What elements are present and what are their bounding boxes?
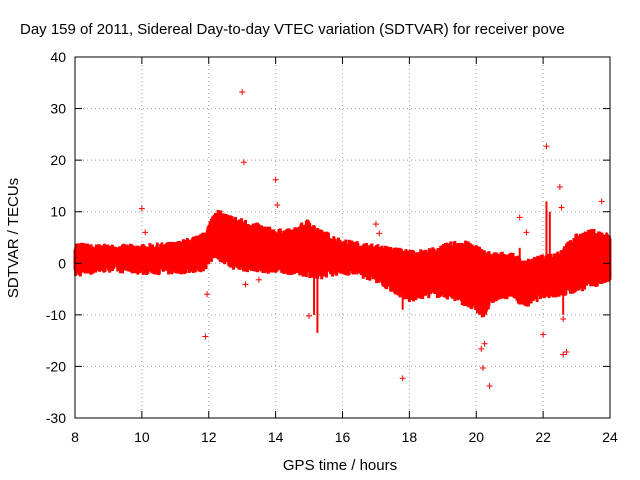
grid: [75, 57, 610, 418]
data-point: [556, 183, 563, 190]
data-point: [138, 205, 145, 212]
y-tick-label: 10: [50, 204, 66, 220]
x-tick-label: 18: [402, 429, 418, 445]
data-point: [543, 143, 550, 150]
data-point: [560, 315, 567, 322]
x-tick-label: 22: [535, 429, 551, 445]
data-point: [558, 204, 565, 211]
x-tick-label: 20: [468, 429, 484, 445]
x-axis-label: GPS time / hours: [283, 457, 397, 474]
data-point: [255, 276, 262, 283]
data-point: [478, 345, 485, 352]
data-point: [202, 333, 209, 340]
data-band: [73, 210, 612, 318]
x-tick-label: 10: [134, 429, 150, 445]
data-point: [142, 229, 149, 236]
data-point: [376, 230, 383, 237]
data-point: [540, 331, 547, 338]
data-point: [239, 89, 246, 96]
x-tick-label: 8: [71, 429, 79, 445]
data-point: [516, 214, 523, 221]
data-point: [560, 351, 567, 358]
y-tick-label: 30: [50, 101, 66, 117]
data-point: [563, 348, 570, 355]
data-point: [481, 340, 488, 347]
data-point: [486, 383, 493, 390]
data-point: [204, 291, 211, 298]
data-point: [523, 229, 530, 236]
data-point: [242, 281, 249, 288]
x-tick-label: 24: [602, 429, 618, 445]
chart-title: Day 159 of 2011, Sidereal Day-to-day VTE…: [20, 21, 565, 38]
data-point: [272, 176, 279, 183]
x-tick-label: 16: [335, 429, 351, 445]
y-tick-label: 20: [50, 152, 66, 168]
y-tick-label: -30: [46, 410, 66, 426]
y-tick-label: -10: [46, 307, 66, 323]
axis-ticks: 8 10 12 14 16 18 20 22 24 40 30 20 10 0 -10 -20 -30: [46, 49, 618, 445]
data-point: [306, 312, 313, 319]
y-tick-label: -20: [46, 358, 66, 374]
data-point: [372, 221, 379, 228]
y-axis-label: SDTVAR / TECUs: [5, 178, 22, 298]
data-point: [399, 375, 406, 382]
x-tick-label: 14: [268, 429, 284, 445]
data-point: [274, 202, 281, 209]
data-series: [73, 89, 612, 390]
y-tick-label: 40: [50, 49, 66, 65]
data-point: [240, 159, 247, 166]
data-point: [479, 364, 486, 371]
y-tick-label: 0: [58, 255, 66, 271]
x-tick-label: 12: [201, 429, 217, 445]
data-point: [598, 198, 605, 205]
